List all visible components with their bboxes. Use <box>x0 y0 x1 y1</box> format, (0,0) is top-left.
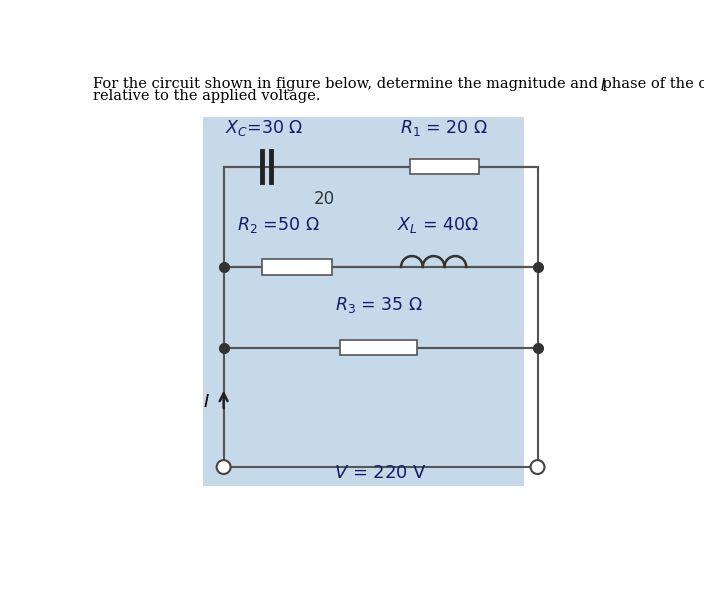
Text: $I$: $I$ <box>600 77 605 93</box>
Text: For the circuit shown in figure below, determine the magnitude and phase of the : For the circuit shown in figure below, d… <box>94 77 704 91</box>
Text: $V$ = 220 V: $V$ = 220 V <box>334 465 427 482</box>
FancyBboxPatch shape <box>203 116 524 486</box>
FancyBboxPatch shape <box>263 259 332 274</box>
Text: $R_1$ = 20 Ω: $R_1$ = 20 Ω <box>401 118 489 137</box>
Text: $I$: $I$ <box>203 393 210 410</box>
Text: relative to the applied voltage.: relative to the applied voltage. <box>94 89 321 103</box>
FancyBboxPatch shape <box>410 159 479 175</box>
FancyBboxPatch shape <box>340 340 417 355</box>
Text: $R_2$ =50 Ω: $R_2$ =50 Ω <box>237 214 319 235</box>
Circle shape <box>217 460 231 474</box>
Circle shape <box>531 460 544 474</box>
Text: $X_C$=30 Ω: $X_C$=30 Ω <box>225 118 304 137</box>
Text: $X_L$ = 40Ω: $X_L$ = 40Ω <box>397 214 479 235</box>
Text: 20: 20 <box>314 190 335 208</box>
Text: $R_3$ = 35 Ω: $R_3$ = 35 Ω <box>334 295 422 315</box>
